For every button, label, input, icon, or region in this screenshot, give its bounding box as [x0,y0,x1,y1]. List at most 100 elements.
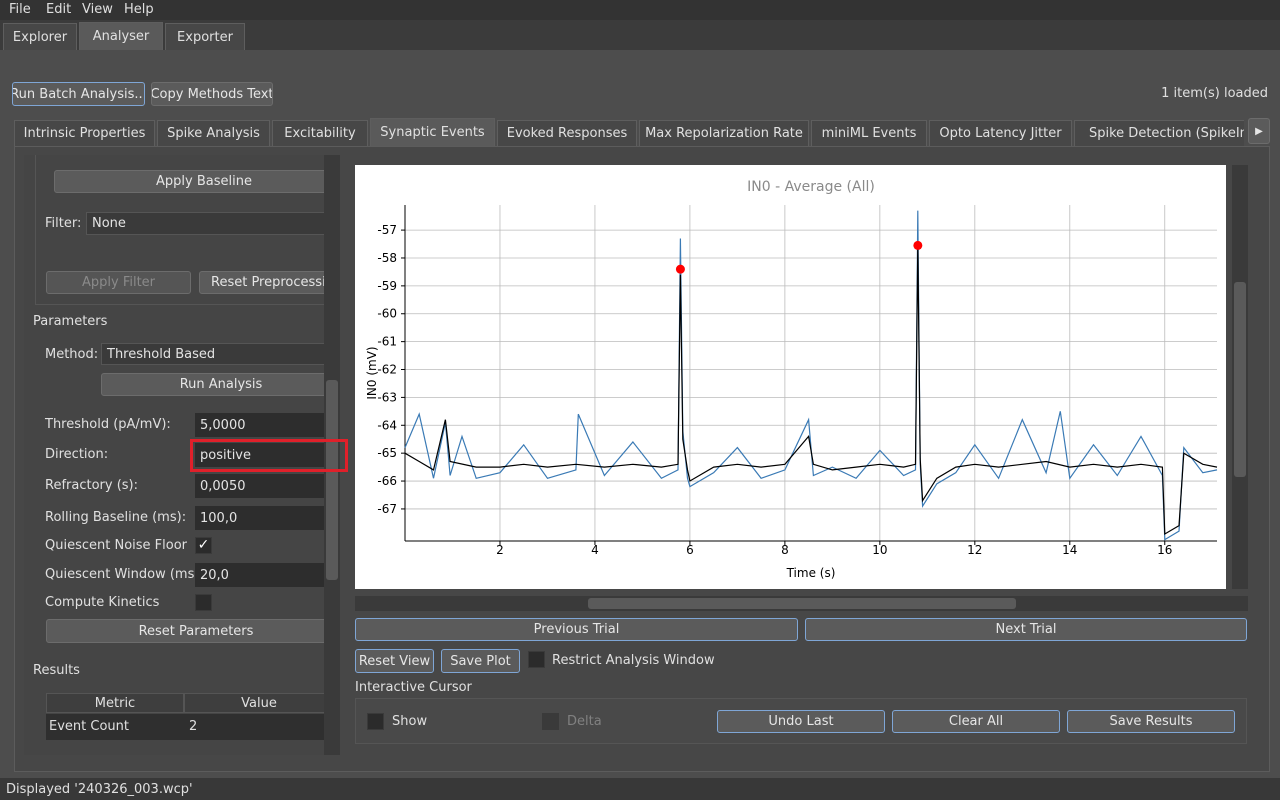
analysis-tab[interactable]: Synaptic Events [370,118,495,146]
scrollbar-thumb[interactable] [326,380,338,580]
status-bar: Displayed '240326_003.wcp' [0,778,1280,800]
table-cell: Event Count [49,719,129,734]
y-tick-label: -61 [377,335,397,349]
x-tick-label: 8 [781,543,789,557]
label: Method: [45,347,99,362]
text-input[interactable]: 5,0000 [195,413,324,437]
trace [404,243,1218,536]
y-tick-label: -62 [377,363,397,377]
table-header: Value [184,693,324,713]
table-row [46,714,324,740]
dropdown[interactable]: None [86,212,324,235]
analysis-tab[interactable]: Spike Detection (SpikeInt [1074,120,1244,146]
menu-item[interactable]: Edit [46,2,72,17]
analysis-tab[interactable]: Max Repolarization Rate [639,120,809,146]
button: Apply Filter [46,271,191,294]
x-tick-label: 16 [1157,543,1172,557]
checkbox[interactable] [367,713,384,730]
menu-bar [0,0,1280,20]
event-marker [675,264,685,274]
button[interactable]: Reset View [355,649,434,673]
plot: IN0 - Average (All) Time (s) IN0 (mV) 2 4… [355,165,1226,589]
label: Delta [567,714,602,729]
x-tick-label: 2 [496,543,504,557]
y-tick-label: -66 [377,474,397,488]
label: Refractory (s): [45,478,138,493]
group-box [35,155,324,305]
y-axis-label: IN0 (mV) [365,346,379,399]
text-input[interactable]: 20,0 [195,563,324,587]
x-tick-label: 14 [1062,543,1077,557]
analysis-tab[interactable]: Spike Analysis [157,120,270,146]
button[interactable]: Save Results [1067,710,1235,733]
label: Quiescent Noise Floor [45,538,188,553]
label: Show [392,714,428,729]
analysis-tab[interactable]: Evoked Responses [497,120,637,146]
y-tick-label: -57 [377,223,397,237]
text-input[interactable]: 100,0 [195,506,324,530]
main-tab[interactable]: Exporter [165,23,245,50]
analysis-tab[interactable]: Intrinsic Properties [14,120,155,146]
menu-item[interactable]: File [9,2,31,17]
checkbox[interactable] [528,651,545,668]
chart-title: IN0 - Average (All) [747,179,875,195]
y-tick-label: -63 [377,390,397,404]
analysis-tab[interactable]: miniML Events [811,120,927,146]
x-tick-label: 6 [686,543,694,557]
checkbox [542,713,559,730]
menu-item[interactable]: View [82,2,113,17]
y-tick-label: -64 [377,418,397,432]
button[interactable]: Clear All [892,710,1060,733]
label: Threshold (pA/mV): [45,417,171,432]
button[interactable]: Run Analysis [101,373,324,396]
text-input[interactable]: 0,0050 [195,474,324,498]
button[interactable]: Reset Parameters [46,619,324,643]
section-heading: Interactive Cursor [355,680,472,695]
label: Filter: [45,216,82,231]
analysis-tab-strip: Intrinsic Properties Spike Analysis Exci… [14,118,1244,146]
event-marker [913,240,923,250]
dropdown[interactable]: positive [195,443,324,467]
button[interactable]: Previous Trial [355,618,798,641]
button[interactable]: Apply Baseline [54,170,324,193]
scrollbar-thumb[interactable] [588,598,1016,609]
x-tick-label: 10 [872,543,887,557]
label: Rolling Baseline (ms): [45,510,187,525]
label: Direction: [45,447,109,462]
button[interactable]: Undo Last [717,710,885,733]
checkbox[interactable] [195,594,212,611]
table-cell: 2 [189,719,198,734]
plot-background [355,165,1226,589]
table-header: Metric [46,693,184,713]
button[interactable]: Reset Preprocessing [199,271,324,294]
button[interactable]: Copy Methods Text [151,82,273,106]
checkbox[interactable] [195,537,212,554]
label: Restrict Analysis Window [552,653,715,668]
x-tick-label: 4 [591,543,599,557]
y-tick-label: -65 [377,446,397,460]
y-tick-label: -60 [377,307,397,321]
main-tab[interactable]: Explorer [3,23,77,50]
section-heading: Results [33,663,80,678]
menu-item[interactable]: Help [124,2,154,17]
dropdown[interactable]: Threshold Based [101,343,324,365]
button[interactable]: Run Batch Analysis... [12,82,145,106]
trace [404,210,1218,541]
main-tab[interactable]: Analyser [79,22,163,50]
scrollbar-thumb[interactable] [1234,282,1246,477]
label: Quiescent Window (ms): [45,567,204,582]
tab-scroll-arrow[interactable]: ▶ [1248,118,1270,144]
analysis-tab[interactable]: Opto Latency Jitter [929,120,1072,146]
x-axis-label: Time (s) [786,566,836,580]
button[interactable]: Save Plot [441,649,520,673]
x-tick-label: 12 [967,543,982,557]
y-tick-label: -67 [377,502,397,516]
analysis-tab[interactable]: Excitability [272,120,368,146]
settings-panel: Apply Baseline Filter: None Apply Filter… [24,155,324,755]
button[interactable]: Next Trial [805,618,1247,641]
y-tick-label: -58 [377,251,397,265]
y-tick-label: -59 [377,279,397,293]
highlight-box [190,439,348,472]
section-heading: Parameters [33,314,108,329]
